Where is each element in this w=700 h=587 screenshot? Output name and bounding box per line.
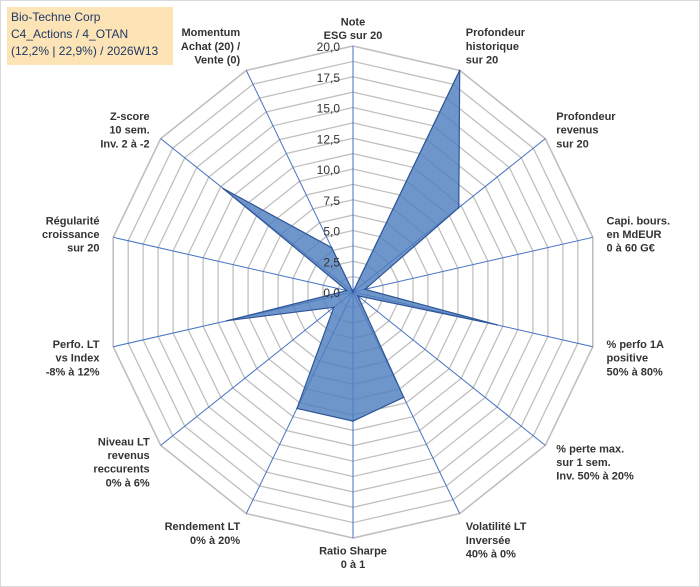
axis-label-line: -8% à 12%	[46, 366, 100, 378]
axis-label-line: 0% à 6%	[106, 477, 150, 489]
title-period: (12,2% | 22,9%) / 2026W13	[11, 44, 159, 58]
tick-label: 7,5	[323, 194, 340, 208]
axis-label-line: sur 20	[466, 54, 498, 66]
tick-label: 0,0	[323, 286, 340, 300]
tick-label: 15,0	[317, 102, 341, 116]
axis-label-line: en MdEUR	[607, 229, 662, 241]
axis-label: % perte max. sur 1 sem. Inv. 50% à 20%	[556, 443, 634, 482]
axis-label-line: Z-score	[110, 111, 150, 123]
axis-label-line: ESG sur 20	[324, 30, 383, 42]
axis-label: Rendement LT 0% à 20%	[165, 521, 241, 547]
tick-label: 20,0	[317, 40, 341, 54]
axis-label-line: 10 sem.	[109, 125, 149, 137]
axis-label: Profondeur historique sur 20	[466, 27, 526, 66]
radar-axis-labels: Note ESG sur 20 Profondeur historique sur 20…	[42, 16, 670, 571]
axis-label-line: Niveau LT	[98, 437, 150, 449]
axis-label-line: 40% à 0%	[466, 548, 516, 560]
axis-label-line: Vente (0)	[194, 54, 240, 66]
axis-label-line: Volatilité LT	[466, 521, 527, 533]
radar-series	[222, 69, 498, 422]
tick-label: 17,5	[317, 71, 341, 85]
tick-label: 10,0	[317, 163, 341, 177]
data-point	[352, 420, 354, 422]
radar-spoke	[352, 291, 546, 446]
axis-label: Note ESG sur 20	[324, 16, 383, 42]
axis-label-line: 0 à 60 G€	[607, 243, 655, 255]
axis-label-line: sur 20	[67, 243, 99, 255]
radar-spoke	[352, 236, 593, 293]
axis-label: Z-score 10 sem. Inv. 2 à -2	[100, 111, 149, 150]
axis-label: Momentum Achat (20) / Vente (0)	[181, 27, 241, 66]
data-point	[330, 246, 333, 249]
data-point	[496, 324, 498, 326]
title-company: Bio-Techne Corp	[11, 10, 101, 24]
axis-label: Perfo. LT vs Index -8% à 12%	[46, 339, 101, 378]
data-point	[296, 407, 298, 410]
axis-label: Volatilité LT Inversée 40% à 0%	[466, 521, 527, 560]
data-point	[333, 306, 335, 309]
series-area	[222, 70, 498, 422]
data-point	[226, 319, 228, 322]
axis-label: % perfo 1A positive 50% à 80%	[607, 339, 665, 378]
axis-label-line: Capi. bours.	[607, 215, 671, 227]
axis-label-line: Inversée	[466, 535, 511, 547]
data-point	[357, 295, 359, 297]
axis-label-line: Profondeur	[466, 27, 526, 39]
axis-label-line: Perfo. LT	[53, 339, 100, 351]
axis-label-line: Profondeur	[556, 111, 616, 123]
axis-label: Niveau LT revenus reccurents 0% à 6%	[93, 437, 150, 490]
axis-label-line: vs Index	[55, 353, 100, 365]
axis-label-line: Rendement LT	[165, 521, 241, 533]
axis-label-line: revenus	[556, 125, 598, 137]
tick-label: 5,0	[323, 225, 340, 239]
axis-label-line: 0% à 20%	[190, 535, 240, 547]
axis-label-line: Ratio Sharpe	[319, 546, 387, 558]
axis-label-line: sur 1 sem.	[556, 457, 610, 469]
axis-label-line: Inv. 2 à -2	[100, 138, 149, 150]
axis-label-line: % perte max.	[556, 443, 624, 455]
chart-title-box: Bio-Techne Corp C4_Actions / 4_OTAN (12,…	[7, 7, 173, 65]
axis-label-line: Momentum	[182, 27, 241, 39]
axis-label-line: revenus	[107, 450, 149, 462]
axis-label-line: reccurents	[93, 464, 149, 476]
axis-label-line: % perfo 1A	[607, 339, 665, 351]
axis-label: Capi. bours. en MdEUR 0 à 60 G€	[607, 215, 671, 254]
data-point	[458, 206, 460, 209]
axis-label-line: Inv. 50% à 20%	[556, 471, 634, 483]
radar-tick-labels: 0,0 2,5 5,0 7,5 10,0 12,5 15,0 17,5 20,0	[317, 40, 341, 300]
axis-label-line: 0 à 1	[341, 559, 365, 571]
axis-label-line: sur 20	[556, 138, 588, 150]
data-point	[458, 69, 461, 72]
tick-label: 2,5	[323, 255, 340, 269]
data-point	[364, 288, 366, 291]
axis-label-line: Achat (20) /	[181, 41, 240, 53]
data-point	[346, 289, 348, 292]
axis-label-line: 50% à 80%	[607, 366, 663, 378]
axis-label-line: croissance	[42, 229, 99, 241]
title-category: C4_Actions / 4_OTAN	[11, 27, 129, 41]
data-point	[402, 396, 405, 399]
radar-spoke	[160, 291, 354, 446]
axis-label-line: historique	[466, 41, 519, 53]
axis-label: Régularité croissance sur 20	[42, 215, 99, 254]
radar-spoke	[113, 236, 354, 293]
data-point	[352, 291, 354, 293]
axis-label: Ratio Sharpe 0 à 1	[319, 546, 387, 572]
axis-label: Profondeur revenus sur 20	[556, 111, 616, 150]
axis-label-line: Note	[341, 16, 365, 28]
axis-label-line: Régularité	[46, 215, 100, 227]
data-point	[222, 187, 224, 190]
tick-label: 12,5	[317, 132, 341, 146]
axis-label-line: positive	[607, 353, 649, 365]
